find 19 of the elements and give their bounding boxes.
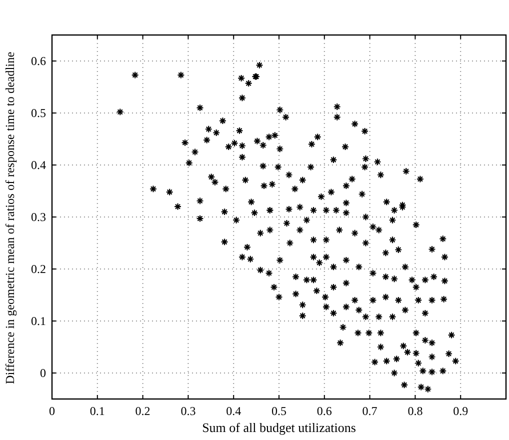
y-tick-label: 0.1 [31, 314, 46, 328]
x-tick-label: 0.5 [272, 404, 286, 418]
y-tick-label: 0 [40, 366, 46, 380]
x-axis-title: Sum of all budget utilizations [202, 420, 356, 435]
x-tick-label: 0.6 [316, 404, 332, 418]
y-axis-title: Difference in geometric mean of ratios of response time to deadline [3, 51, 17, 384]
y-tick-label: 0.2 [31, 262, 46, 276]
x-tick-label: 0.4 [226, 404, 242, 418]
y-tick-label: 0.5 [31, 106, 46, 120]
y-tick-label: 0.4 [31, 158, 46, 172]
x-tick-label: 0.9 [453, 404, 468, 418]
y-tick-label: 0.3 [31, 210, 46, 224]
x-tick-label: 0.3 [180, 404, 196, 418]
x-tick-label: 0.1 [90, 404, 105, 418]
x-tick-label: 0.7 [362, 404, 378, 418]
y-tick-label: 0.6 [31, 54, 46, 68]
x-tick-label: 0 [49, 404, 55, 418]
x-tick-label: 0.2 [135, 404, 150, 418]
x-tick-label: 0.8 [408, 404, 423, 418]
